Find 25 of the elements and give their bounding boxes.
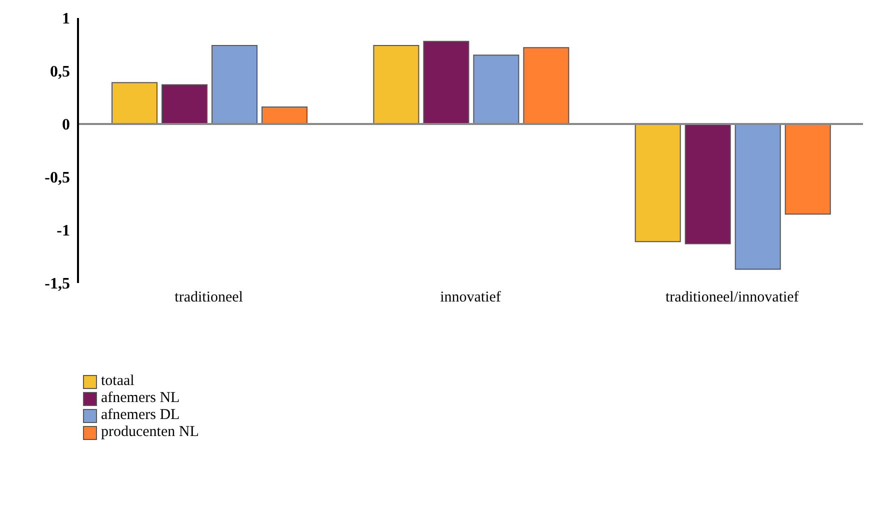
y-tick-label: -0,5 bbox=[44, 170, 70, 187]
y-tick-label: 1 bbox=[62, 10, 70, 28]
legend-label: afnemers NL bbox=[101, 390, 180, 407]
bar bbox=[162, 84, 208, 124]
bar bbox=[784, 124, 831, 215]
bar bbox=[523, 47, 570, 124]
legend-label: producenten NL bbox=[101, 424, 199, 441]
x-tick-label: innovatief bbox=[440, 290, 501, 306]
x-tick-label: traditioneel/innovatief bbox=[666, 290, 799, 306]
bar bbox=[734, 124, 781, 270]
y-tick-label: 0,5 bbox=[50, 64, 70, 81]
bar bbox=[634, 124, 681, 242]
x-tick-label: traditioneel bbox=[174, 290, 243, 306]
y-tick-label: 0 bbox=[62, 116, 70, 134]
y-tick-label: -1 bbox=[56, 222, 70, 240]
bar bbox=[262, 106, 308, 124]
bar bbox=[684, 124, 731, 244]
bar bbox=[473, 54, 520, 124]
bar bbox=[373, 45, 420, 124]
legend-label: afnemers DL bbox=[101, 407, 180, 424]
y-tick-label: -1,5 bbox=[44, 276, 70, 293]
bar bbox=[423, 40, 470, 124]
bar bbox=[112, 82, 158, 124]
legend-label: totaal bbox=[101, 373, 134, 390]
bar bbox=[212, 45, 258, 124]
